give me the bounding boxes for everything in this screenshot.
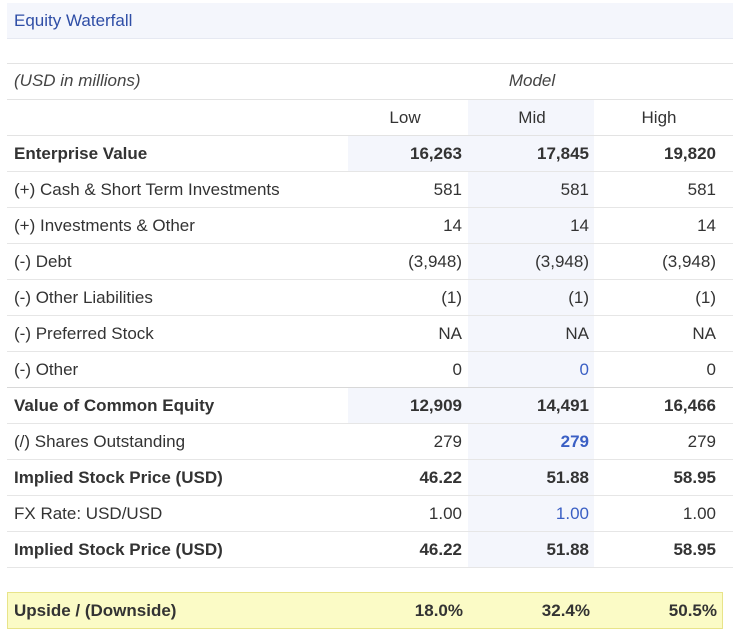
value-high: 279 [687, 432, 716, 451]
row-label: Upside / (Downside) [14, 601, 177, 620]
value-high: 581 [687, 180, 716, 199]
value-high: 58.95 [673, 540, 716, 559]
row-label: Value of Common Equity [14, 396, 215, 415]
column-header-low: Low [389, 108, 421, 127]
section-title: Equity Waterfall [14, 11, 133, 30]
value-mid: 51.88 [546, 468, 589, 487]
value-low: 279 [433, 432, 462, 451]
mid-column-band [468, 100, 594, 568]
row-divider [7, 423, 733, 424]
table-row-other: (-) Other 0 0 0 [7, 352, 733, 388]
row-divider [7, 171, 733, 172]
value-mid: 32.4% [541, 601, 590, 620]
table-row-debt: (-) Debt (3,948) (3,948) (3,948) [7, 244, 733, 280]
value-low: 0 [452, 360, 462, 379]
value-high: 16,466 [664, 396, 716, 415]
value-low: 18.0% [414, 601, 463, 620]
table-row-investments: (+) Investments & Other 14 14 14 [7, 208, 733, 244]
row-divider [7, 207, 733, 208]
value-high: 50.5% [668, 601, 717, 620]
value-low: (1) [441, 288, 462, 307]
row-divider [7, 567, 733, 568]
row-label: FX Rate: USD/USD [14, 504, 163, 523]
table-row-other-liabilities: (-) Other Liabilities (1) (1) (1) [7, 280, 733, 316]
value-mid-input[interactable]: 279 [560, 432, 589, 451]
divider [7, 99, 733, 100]
row-label: (-) Debt [14, 252, 72, 271]
value-mid: (3,948) [535, 252, 589, 271]
table-row-implied-price: Implied Stock Price (USD) 46.22 51.88 58… [7, 460, 733, 496]
value-low: NA [438, 324, 462, 343]
table-row-preferred-stock: (-) Preferred Stock NA NA NA [7, 316, 733, 352]
row-divider [7, 243, 733, 244]
column-header-mid: Mid [518, 108, 546, 127]
row-divider [7, 387, 733, 388]
value-low: 581 [433, 180, 462, 199]
value-mid-input[interactable]: 1.00 [555, 504, 589, 523]
section-header: Equity Waterfall [7, 3, 733, 39]
table-row-fx-rate: FX Rate: USD/USD 1.00 1.00 1.00 [7, 496, 733, 532]
row-label: (+) Investments & Other [14, 216, 195, 235]
value-low: (3,948) [408, 252, 462, 271]
value-high: 0 [706, 360, 716, 379]
value-high: 14 [697, 216, 716, 235]
value-mid: 14,491 [537, 396, 589, 415]
cell-highlight [348, 136, 475, 171]
row-divider [7, 315, 733, 316]
model-label: Model [508, 71, 556, 90]
value-mid: NA [565, 324, 589, 343]
value-mid: 51.88 [546, 540, 589, 559]
row-label: Implied Stock Price (USD) [14, 468, 223, 487]
row-divider [7, 495, 733, 496]
value-high: (1) [695, 288, 716, 307]
row-label: (+) Cash & Short Term Investments [14, 180, 280, 199]
row-divider [7, 459, 733, 460]
value-mid: (1) [568, 288, 589, 307]
row-label: (-) Other Liabilities [14, 288, 153, 307]
value-low: 46.22 [419, 468, 462, 487]
row-label: (-) Preferred Stock [14, 324, 154, 343]
table-row-cash: (+) Cash & Short Term Investments 581 58… [7, 172, 733, 208]
table-row-enterprise-value: Enterprise Value 16,263 17,845 19,820 [7, 136, 733, 172]
row-divider [7, 351, 733, 352]
row-label: Enterprise Value [14, 144, 148, 163]
divider [7, 135, 733, 136]
row-divider [7, 531, 733, 532]
cell-highlight [348, 388, 475, 423]
value-mid: 17,845 [537, 144, 589, 163]
row-label: (/) Shares Outstanding [14, 432, 186, 451]
value-high: 58.95 [673, 468, 716, 487]
value-high: 1.00 [682, 504, 716, 523]
value-low: 16,263 [410, 144, 462, 163]
upside-downside-row: Upside / (Downside) 18.0% 32.4% 50.5% [7, 592, 723, 629]
value-mid-input[interactable]: 0 [579, 360, 589, 379]
row-label: Implied Stock Price (USD) [14, 540, 223, 559]
value-high: NA [692, 324, 716, 343]
row-divider [7, 279, 733, 280]
units-label: (USD in millions) [14, 71, 141, 90]
value-low: 46.22 [419, 540, 462, 559]
value-low: 1.00 [428, 504, 462, 523]
column-header-high: High [641, 108, 677, 127]
value-mid: 14 [570, 216, 589, 235]
value-mid: 581 [560, 180, 589, 199]
table-row-shares-outstanding: (/) Shares Outstanding 279 279 279 [7, 424, 733, 460]
divider [7, 63, 733, 64]
row-label: (-) Other [14, 360, 79, 379]
table-row-common-equity: Value of Common Equity 12,909 14,491 16,… [7, 388, 733, 424]
value-low: 12,909 [410, 396, 462, 415]
value-high: 19,820 [664, 144, 716, 163]
value-high: (3,948) [662, 252, 716, 271]
value-low: 14 [443, 216, 462, 235]
table-row-implied-price-final: Implied Stock Price (USD) 46.22 51.88 58… [7, 532, 733, 568]
